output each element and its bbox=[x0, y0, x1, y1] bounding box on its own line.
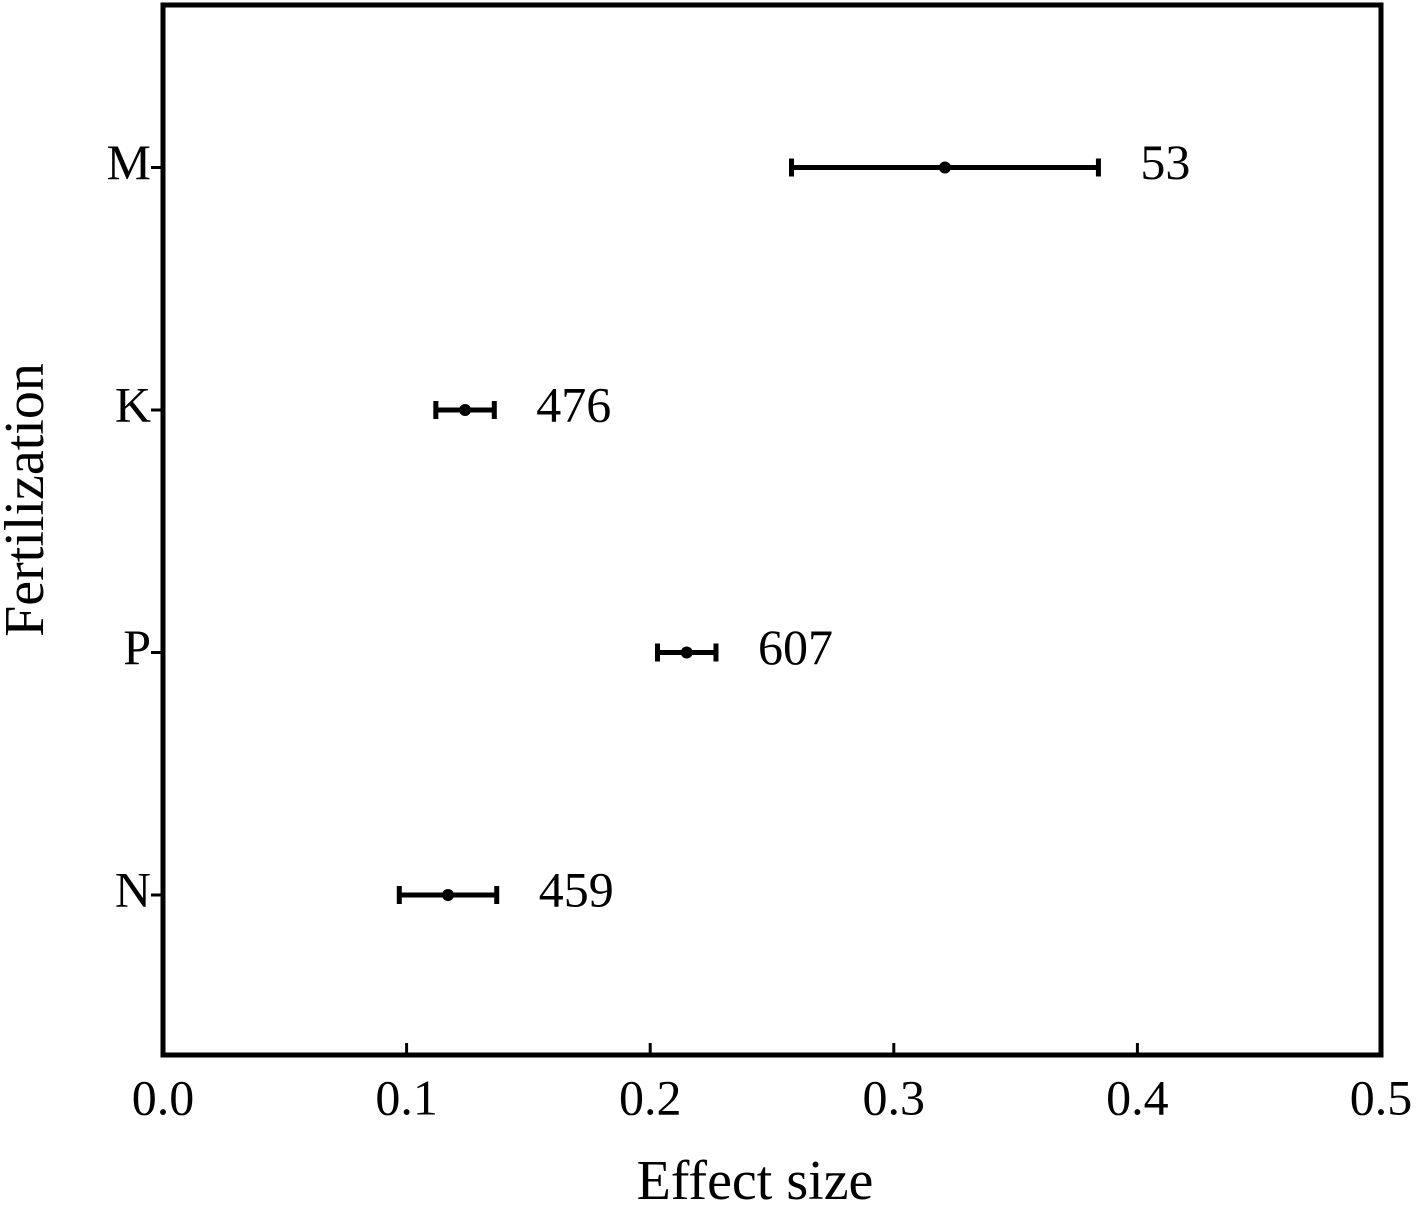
x-tick-label: 0.4 bbox=[1106, 1069, 1169, 1125]
y-axis-label: Fertilization bbox=[0, 363, 56, 637]
y-tick-label: N bbox=[115, 861, 151, 917]
x-tick-label: 0.2 bbox=[619, 1069, 682, 1125]
sample-size-label: 607 bbox=[758, 619, 833, 675]
point bbox=[442, 889, 455, 901]
point bbox=[680, 646, 693, 659]
point bbox=[459, 404, 472, 416]
sample-size-label: 459 bbox=[539, 861, 614, 917]
y-tick-label: P bbox=[123, 619, 151, 675]
sample-size-label: 476 bbox=[536, 376, 611, 432]
x-tick-label: 0.0 bbox=[132, 1069, 195, 1125]
x-axis-label: Effect size bbox=[637, 1150, 874, 1212]
x-tick-label: 0.3 bbox=[863, 1069, 926, 1125]
y-tick-label: K bbox=[115, 376, 151, 432]
point bbox=[938, 161, 951, 174]
y-tick-label: M bbox=[107, 134, 151, 190]
x-tick-label: 0.5 bbox=[1350, 1069, 1413, 1125]
x-tick-label: 0.1 bbox=[375, 1069, 438, 1125]
sample-size-label: 53 bbox=[1140, 134, 1190, 190]
plot-frame bbox=[160, 2, 1384, 1058]
